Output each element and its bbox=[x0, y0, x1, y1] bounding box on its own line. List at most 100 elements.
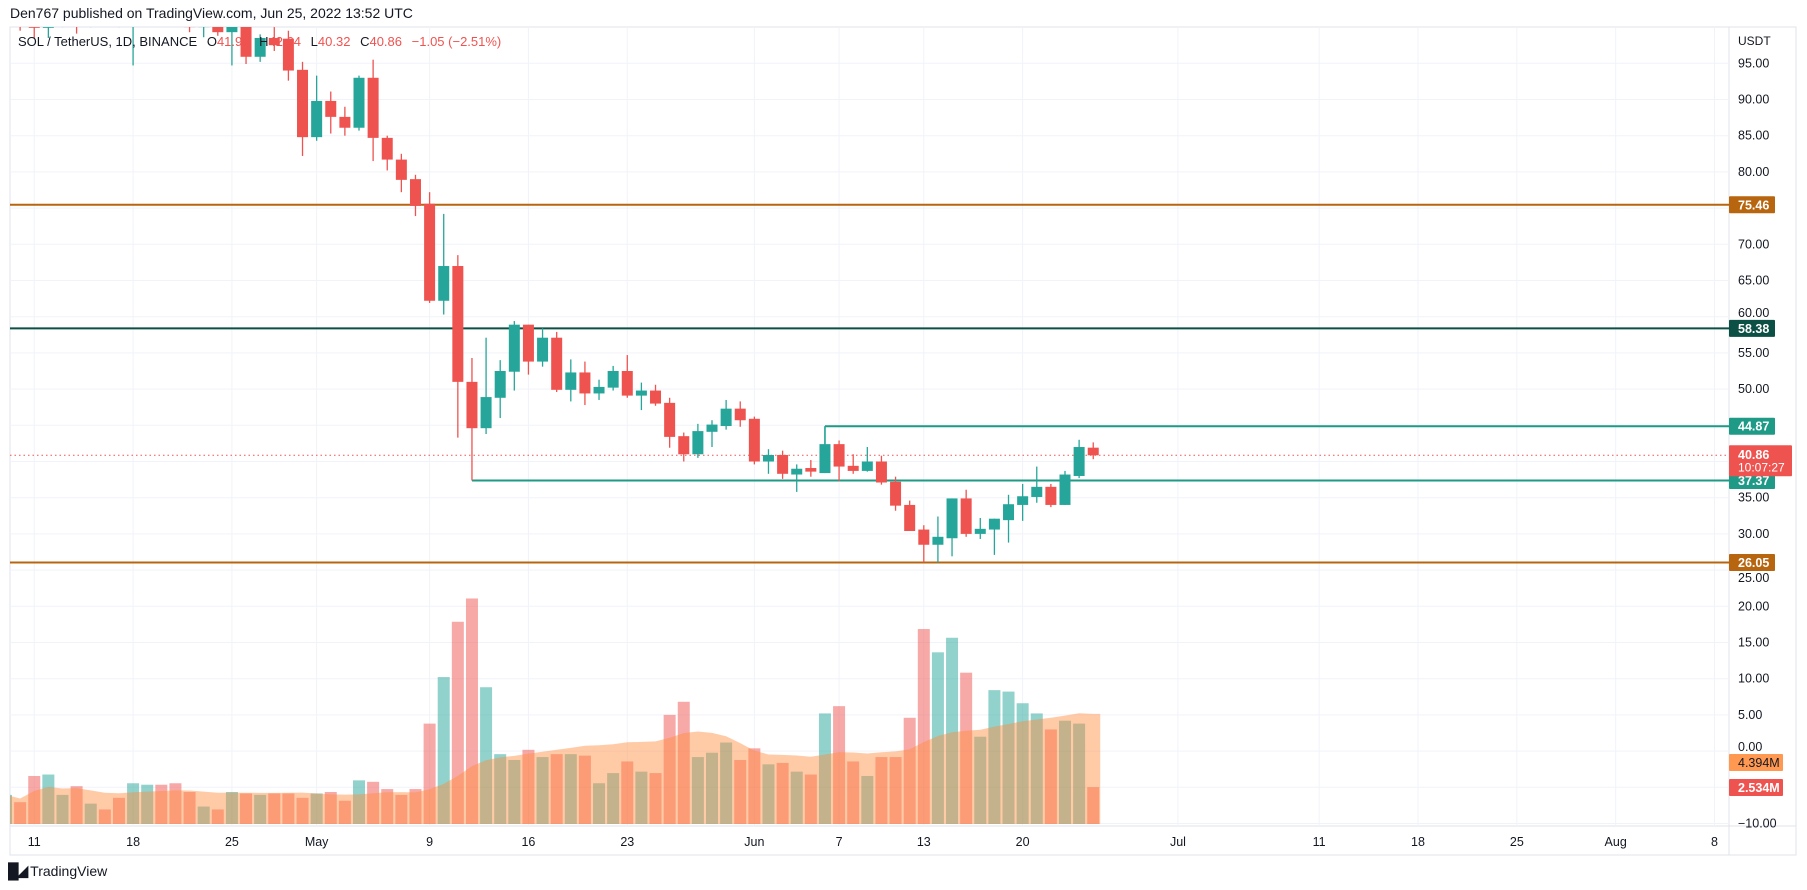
x-tick-label: 13 bbox=[917, 835, 931, 849]
candle-down bbox=[847, 465, 859, 471]
level-price-badge-bg bbox=[1729, 417, 1775, 435]
volume-bar bbox=[409, 789, 422, 824]
y-tick-label: 50.00 bbox=[1738, 382, 1769, 396]
candle-up bbox=[819, 444, 831, 474]
volume-bar bbox=[847, 761, 860, 824]
level-price-badge-bg bbox=[1729, 472, 1775, 490]
x-tick-label: Jun bbox=[744, 835, 764, 849]
chart-frame bbox=[9, 26, 1797, 856]
volume-bar bbox=[480, 687, 493, 824]
volume-bar bbox=[367, 781, 380, 824]
x-tick-label: 11 bbox=[1313, 835, 1326, 849]
candle-up bbox=[762, 454, 774, 462]
x-tick-label: 9 bbox=[426, 835, 433, 849]
volume-bar bbox=[98, 809, 111, 824]
candle-down bbox=[777, 454, 789, 474]
volume-bar bbox=[875, 757, 888, 824]
y-tick-label: 35.00 bbox=[1738, 491, 1769, 505]
volume-ma-area bbox=[10, 713, 1101, 824]
candle-down bbox=[409, 179, 421, 206]
candle-up bbox=[128, 5, 139, 19]
y-tick-label: 10.00 bbox=[1738, 672, 1769, 686]
level-price-badge: 37.37 bbox=[1738, 474, 1769, 488]
volume-bar bbox=[28, 775, 41, 824]
candle-down bbox=[212, 27, 224, 33]
volume-bar bbox=[1073, 723, 1086, 824]
volume-bar bbox=[254, 794, 267, 824]
volume-bar bbox=[211, 809, 224, 824]
volume-bar bbox=[395, 794, 408, 824]
volume-badge-bg bbox=[1729, 779, 1783, 796]
y-tick-label: −10.00 bbox=[1738, 817, 1777, 831]
y-tick-label: 15.00 bbox=[1738, 636, 1769, 650]
candle-up bbox=[946, 498, 958, 539]
close-label: C bbox=[360, 34, 370, 49]
level-price-badge-bg bbox=[1729, 319, 1775, 337]
candle-up bbox=[353, 77, 365, 128]
candle-up bbox=[42, 27, 54, 28]
candle-up bbox=[508, 324, 520, 372]
x-tick-label: 8 bbox=[1711, 835, 1718, 849]
candle-up bbox=[635, 390, 647, 396]
candle-down bbox=[833, 444, 845, 467]
volume-bar bbox=[268, 793, 281, 824]
volume-bar bbox=[14, 802, 27, 824]
volume-bar bbox=[818, 713, 831, 824]
volume-bar bbox=[10, 794, 12, 824]
candle-down bbox=[339, 116, 351, 128]
volume-bar bbox=[381, 789, 394, 824]
x-tick-label: 16 bbox=[521, 835, 535, 849]
volume-bar bbox=[1002, 691, 1015, 824]
volume-bar bbox=[423, 723, 436, 824]
volume-bar bbox=[988, 690, 1001, 824]
volume-bar bbox=[1059, 720, 1071, 824]
level-price-badge: 44.87 bbox=[1738, 420, 1769, 434]
high-label: H bbox=[259, 34, 269, 49]
volume-bar bbox=[889, 757, 902, 824]
candle-up bbox=[254, 37, 266, 57]
low-value: 40.32 bbox=[317, 34, 351, 49]
candle-down bbox=[748, 418, 760, 462]
candle-up bbox=[692, 431, 704, 455]
symbol-name[interactable]: SOL / TetherUS, 1D, BINANCE bbox=[18, 34, 198, 49]
volume-bar bbox=[451, 621, 464, 824]
y-tick-label: 55.00 bbox=[1738, 346, 1769, 360]
volume-bar bbox=[861, 775, 874, 824]
candle-down bbox=[381, 137, 393, 160]
x-tick-label: 25 bbox=[225, 835, 239, 849]
volume-bar bbox=[141, 784, 154, 824]
last-price-badge: 40.86 bbox=[1738, 448, 1769, 462]
candle-up bbox=[861, 461, 873, 471]
level-price-badge: 58.38 bbox=[1738, 322, 1769, 336]
candle-down bbox=[15, 0, 26, 20]
volume-bar bbox=[635, 771, 648, 824]
plot-area bbox=[10, 0, 1729, 826]
candle-up bbox=[494, 371, 506, 398]
candle-down bbox=[650, 390, 662, 404]
volume-bar bbox=[183, 791, 196, 824]
volume-bar bbox=[790, 771, 803, 824]
volume-bar bbox=[70, 786, 83, 824]
candle-up bbox=[311, 100, 323, 138]
volume-bar bbox=[56, 794, 69, 824]
volume-bar bbox=[720, 742, 733, 824]
candle-up bbox=[988, 518, 1000, 530]
candle-down bbox=[579, 372, 591, 394]
volume-bar bbox=[310, 793, 323, 824]
y-tick-label: 90.00 bbox=[1738, 93, 1769, 107]
candle-down bbox=[184, 27, 196, 28]
level-price-badge-bg bbox=[1729, 553, 1775, 571]
level-price-badge: 26.05 bbox=[1738, 556, 1769, 570]
volume-bar bbox=[437, 677, 450, 824]
volume-bar bbox=[197, 806, 210, 824]
tradingview-logo: █◢ TradingView bbox=[8, 862, 107, 880]
candle-down bbox=[99, 5, 110, 12]
volume-bar bbox=[353, 780, 365, 824]
volume-bar bbox=[84, 803, 97, 824]
candle-up bbox=[593, 386, 605, 394]
candle-up bbox=[57, 0, 68, 13]
y-tick-label: 95.00 bbox=[1738, 56, 1769, 70]
volume-bar bbox=[324, 791, 337, 824]
low-label: L bbox=[310, 34, 318, 49]
